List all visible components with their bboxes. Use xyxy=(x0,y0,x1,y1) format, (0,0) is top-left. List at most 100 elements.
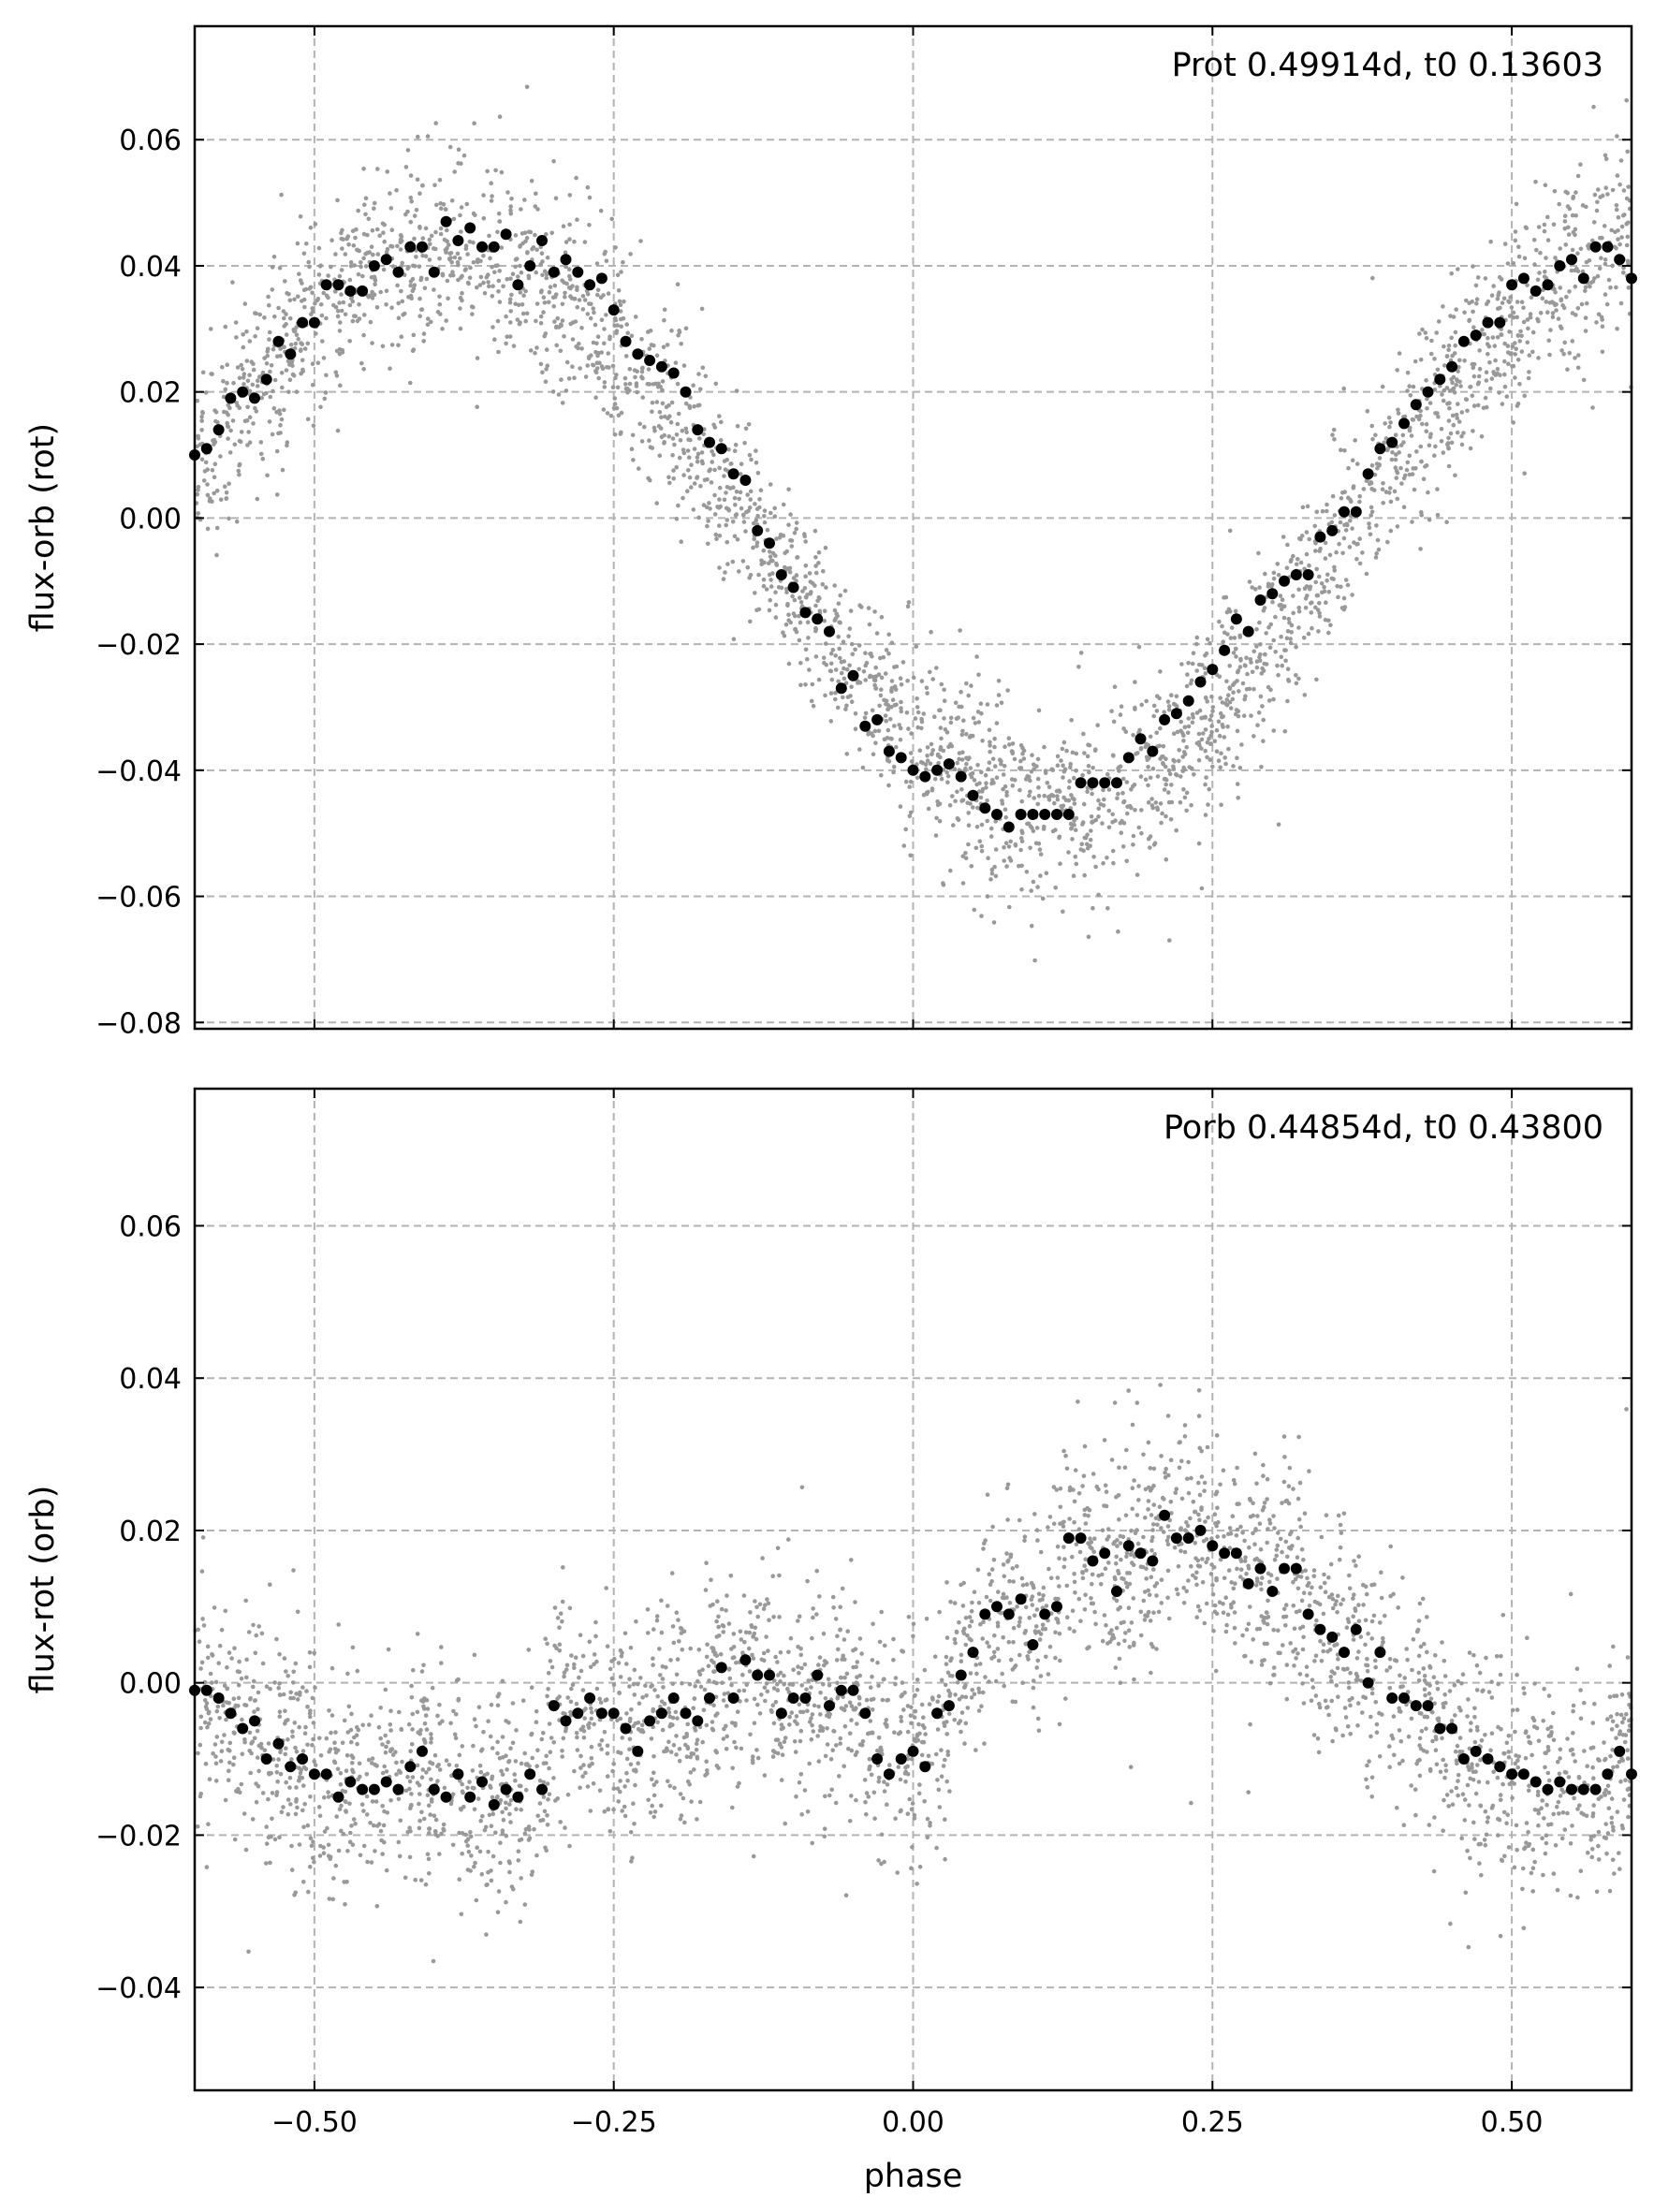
orbit-raw-point xyxy=(1197,1517,1202,1522)
orbit-raw-point xyxy=(410,1727,415,1732)
rotation-raw-point xyxy=(681,495,685,501)
rotation-raw-point xyxy=(897,723,901,727)
rotation-raw-point xyxy=(1410,417,1415,422)
orbit-raw-point xyxy=(1235,1527,1240,1532)
rotation-raw-point xyxy=(348,259,354,265)
rotation-raw-point xyxy=(1510,344,1515,349)
rotation-raw-point xyxy=(282,324,287,329)
rotation-raw-point xyxy=(1082,872,1087,878)
orbit-raw-point xyxy=(640,1695,645,1700)
rotation-raw-point xyxy=(1386,416,1392,420)
rotation-raw-point xyxy=(1515,332,1521,338)
rotation-raw-point xyxy=(496,211,502,216)
rotation-raw-point xyxy=(1289,630,1294,635)
rotation-raw-point xyxy=(642,424,647,430)
rotation-raw-point xyxy=(621,259,625,265)
rotation-raw-point xyxy=(1281,535,1286,539)
rotation-raw-point xyxy=(1486,351,1490,357)
orbit-raw-point xyxy=(428,1812,433,1817)
rotation-raw-point xyxy=(403,165,409,169)
rotation-raw-point xyxy=(1551,300,1557,306)
rotation-raw-point xyxy=(417,296,422,301)
rotation-raw-point xyxy=(1191,715,1195,720)
rotation-raw-point xyxy=(534,270,538,275)
rotation-raw-point xyxy=(375,252,381,256)
rotation-raw-point xyxy=(1072,775,1076,781)
rotation-raw-point xyxy=(372,200,377,206)
rotation-raw-point xyxy=(1592,192,1598,198)
orbit-raw-point xyxy=(816,1704,821,1709)
rotation-raw-point xyxy=(541,295,547,300)
orbit-raw-point xyxy=(952,1601,958,1605)
rotation-raw-point xyxy=(363,212,368,217)
rotation-raw-point xyxy=(1157,696,1162,701)
rotation-raw-point xyxy=(230,280,235,285)
rotation-raw-point xyxy=(1281,604,1287,608)
rotation-raw-point xyxy=(1535,277,1541,283)
rotation-raw-point xyxy=(264,361,270,366)
orbit-raw-point xyxy=(649,1736,654,1741)
orbit-raw-point xyxy=(1200,1580,1206,1585)
orbit-raw-point xyxy=(1405,1657,1410,1663)
orbit-raw-point xyxy=(463,1832,468,1838)
orbit-raw-point xyxy=(1340,1733,1345,1738)
rotation-raw-point xyxy=(692,481,697,486)
rotation-raw-point xyxy=(534,191,538,197)
rotation-raw-point xyxy=(1134,872,1140,877)
rotation-raw-point xyxy=(600,366,606,372)
rotation-raw-point xyxy=(691,383,695,388)
orbit-raw-point xyxy=(1182,1423,1188,1428)
orbit-raw-point xyxy=(1058,1487,1063,1491)
rotation-raw-point xyxy=(1260,704,1265,709)
rotation-raw-point xyxy=(1073,854,1078,859)
rotation-raw-point xyxy=(359,260,363,265)
rotation-raw-point xyxy=(935,798,940,804)
rotation-raw-point xyxy=(691,507,696,512)
rotation-raw-point xyxy=(979,769,984,775)
orbit-raw-point xyxy=(684,1754,690,1759)
rotation-raw-point xyxy=(490,325,495,330)
rotation-raw-point xyxy=(1522,393,1527,399)
rotation-raw-point xyxy=(1057,789,1062,794)
rotation-binned-point xyxy=(1194,676,1207,688)
orbit-raw-point xyxy=(633,1767,638,1773)
rotation-binned-point xyxy=(237,386,249,398)
orbit-raw-point xyxy=(778,1678,783,1684)
rotation-raw-point xyxy=(594,341,599,346)
rotation-raw-point xyxy=(1269,583,1274,589)
rotation-raw-point xyxy=(1545,310,1550,315)
rotation-raw-point xyxy=(1260,666,1265,671)
orbit-raw-point xyxy=(305,1742,310,1748)
orbit-raw-point xyxy=(285,1737,290,1742)
orbit-raw-point xyxy=(425,1852,431,1857)
rotation-raw-point xyxy=(1199,886,1205,891)
rotation-raw-point xyxy=(878,693,884,698)
rotation-raw-point xyxy=(1558,286,1563,290)
rotation-raw-point xyxy=(1609,227,1614,233)
orbit-raw-point xyxy=(1221,1602,1225,1606)
rotation-raw-point xyxy=(674,464,679,470)
orbit-raw-point xyxy=(1011,1640,1016,1645)
rotation-raw-point xyxy=(856,643,862,648)
rotation-raw-point xyxy=(803,539,808,544)
rotation-raw-point xyxy=(1201,731,1206,736)
orbit-raw-point xyxy=(1622,1739,1628,1745)
rotation-raw-point xyxy=(1047,798,1052,802)
orbit-raw-point xyxy=(957,1619,961,1625)
rotation-raw-point xyxy=(242,301,248,306)
rotation-raw-point xyxy=(909,731,914,736)
rotation-raw-point xyxy=(798,600,804,605)
rotation-binned-point xyxy=(979,802,991,814)
rotation-raw-point xyxy=(1556,316,1561,321)
orbit-raw-point xyxy=(421,1663,426,1668)
rotation-raw-point xyxy=(1085,754,1090,759)
orbit-raw-point xyxy=(219,1627,225,1633)
orbit-raw-point xyxy=(421,1704,426,1709)
rotation-raw-point xyxy=(960,798,966,803)
orbit-raw-point xyxy=(1136,1484,1141,1488)
rotation-raw-point xyxy=(1220,714,1224,720)
rotation-raw-point xyxy=(577,298,582,302)
orbit-raw-point xyxy=(221,1703,226,1708)
rotation-raw-point xyxy=(1381,501,1385,505)
rotation-raw-point xyxy=(1344,521,1350,527)
